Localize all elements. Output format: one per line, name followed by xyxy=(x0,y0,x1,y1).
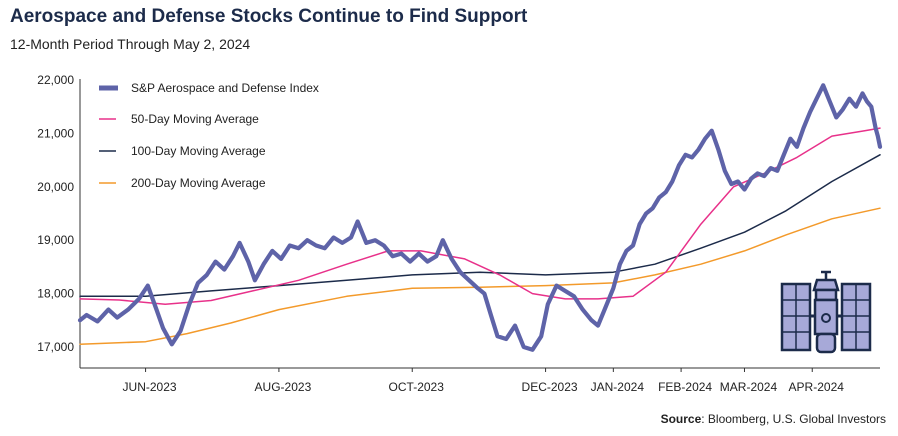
source-note: Source: Bloomberg, U.S. Global Investors xyxy=(661,412,886,426)
chart-title: Aerospace and Defense Stocks Continue to… xyxy=(10,6,528,27)
index-line xyxy=(77,83,883,352)
ma100-line xyxy=(79,154,881,298)
chart-subtitle: 12-Month Period Through May 2, 2024 xyxy=(10,36,251,52)
satellite-icon xyxy=(780,270,872,354)
source-text: : Bloomberg, U.S. Global Investors xyxy=(701,412,886,426)
y-tick-label: 20,000 xyxy=(37,180,74,194)
x-tick-label: JAN-2024 xyxy=(591,380,645,394)
x-tick-label: OCT-2023 xyxy=(389,380,445,394)
legend: S&P Aerospace and Defense Index 50-Day Mo… xyxy=(99,81,319,190)
legend-label: 50-Day Moving Average xyxy=(131,112,259,126)
solar-panel-left xyxy=(780,282,812,352)
x-tick-label: APR-2024 xyxy=(789,380,845,394)
satellite-body xyxy=(810,270,842,354)
y-tick-label: 22,000 xyxy=(37,73,74,87)
solar-panel-right xyxy=(840,282,872,352)
source-label: Source xyxy=(660,412,702,426)
y-tick-label: 17,000 xyxy=(37,340,74,354)
x-tick-label: FEB-2024 xyxy=(658,380,712,394)
y-tick-label: 21,000 xyxy=(37,126,74,140)
legend-label: S&P Aerospace and Defense Index xyxy=(131,81,319,95)
x-tick-label: JUN-2023 xyxy=(123,380,177,394)
legend-label: 100-Day Moving Average xyxy=(131,144,266,158)
series-layer xyxy=(77,83,883,352)
x-tick-label: MAR-2024 xyxy=(720,380,778,394)
legend-label: 200-Day Moving Average xyxy=(131,176,266,190)
x-tick-label: DEC-2023 xyxy=(522,380,578,394)
axes: 17,000 18,000 19,000 20,000 21,000 22,000 JUN-… xyxy=(37,73,880,394)
x-tick-label: AUG-2023 xyxy=(255,380,312,394)
y-tick-label: 18,000 xyxy=(37,287,74,301)
ma200-line xyxy=(79,207,881,346)
y-tick-label: 19,000 xyxy=(37,233,74,247)
